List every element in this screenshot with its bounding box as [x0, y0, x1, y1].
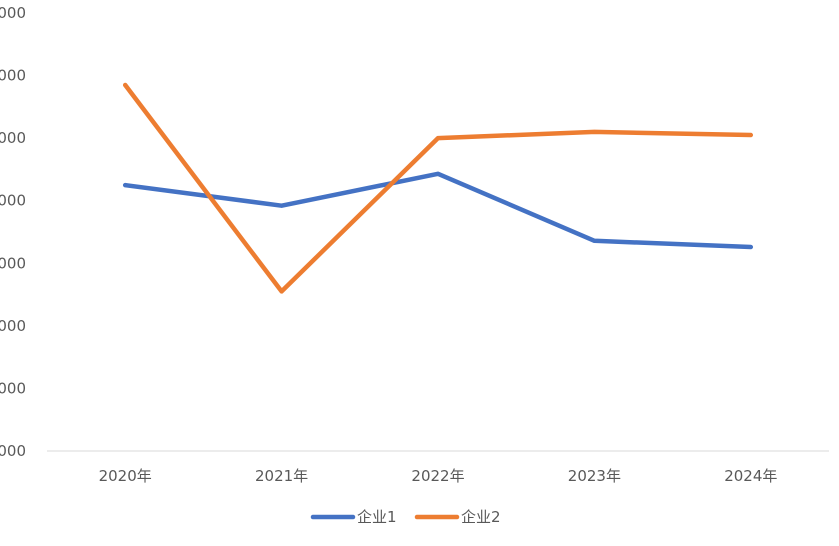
series-line-2: [122, 82, 754, 294]
x-tick-label: 2023年: [568, 467, 621, 485]
y-tick-label: 000: [0, 317, 26, 335]
x-tick-label: 2024年: [724, 467, 777, 485]
y-tick-label: 000: [0, 192, 26, 210]
y-tick-label: 000: [0, 254, 26, 272]
x-axis-labels: 2020年 2021年 2022年 2023年 2024年: [99, 467, 778, 485]
x-tick-label: 2021年: [255, 467, 308, 485]
y-tick-label: 000: [0, 129, 26, 147]
series-lines: [122, 82, 754, 294]
x-tick-label: 2022年: [411, 467, 464, 485]
legend: 企业1 企业2: [310, 508, 501, 526]
y-tick-label: 000: [0, 67, 26, 85]
y-axis-labels: 000 000 000 000 000 000 000 000: [0, 4, 26, 460]
legend-label-1: 企业1: [357, 508, 397, 526]
series-line-1: [122, 171, 754, 250]
legend-label-2: 企业2: [461, 508, 501, 526]
y-tick-label: 000: [0, 4, 26, 22]
x-tick-label: 2020年: [99, 467, 152, 485]
y-tick-label: 000: [0, 379, 26, 397]
y-tick-label: 000: [0, 442, 26, 460]
